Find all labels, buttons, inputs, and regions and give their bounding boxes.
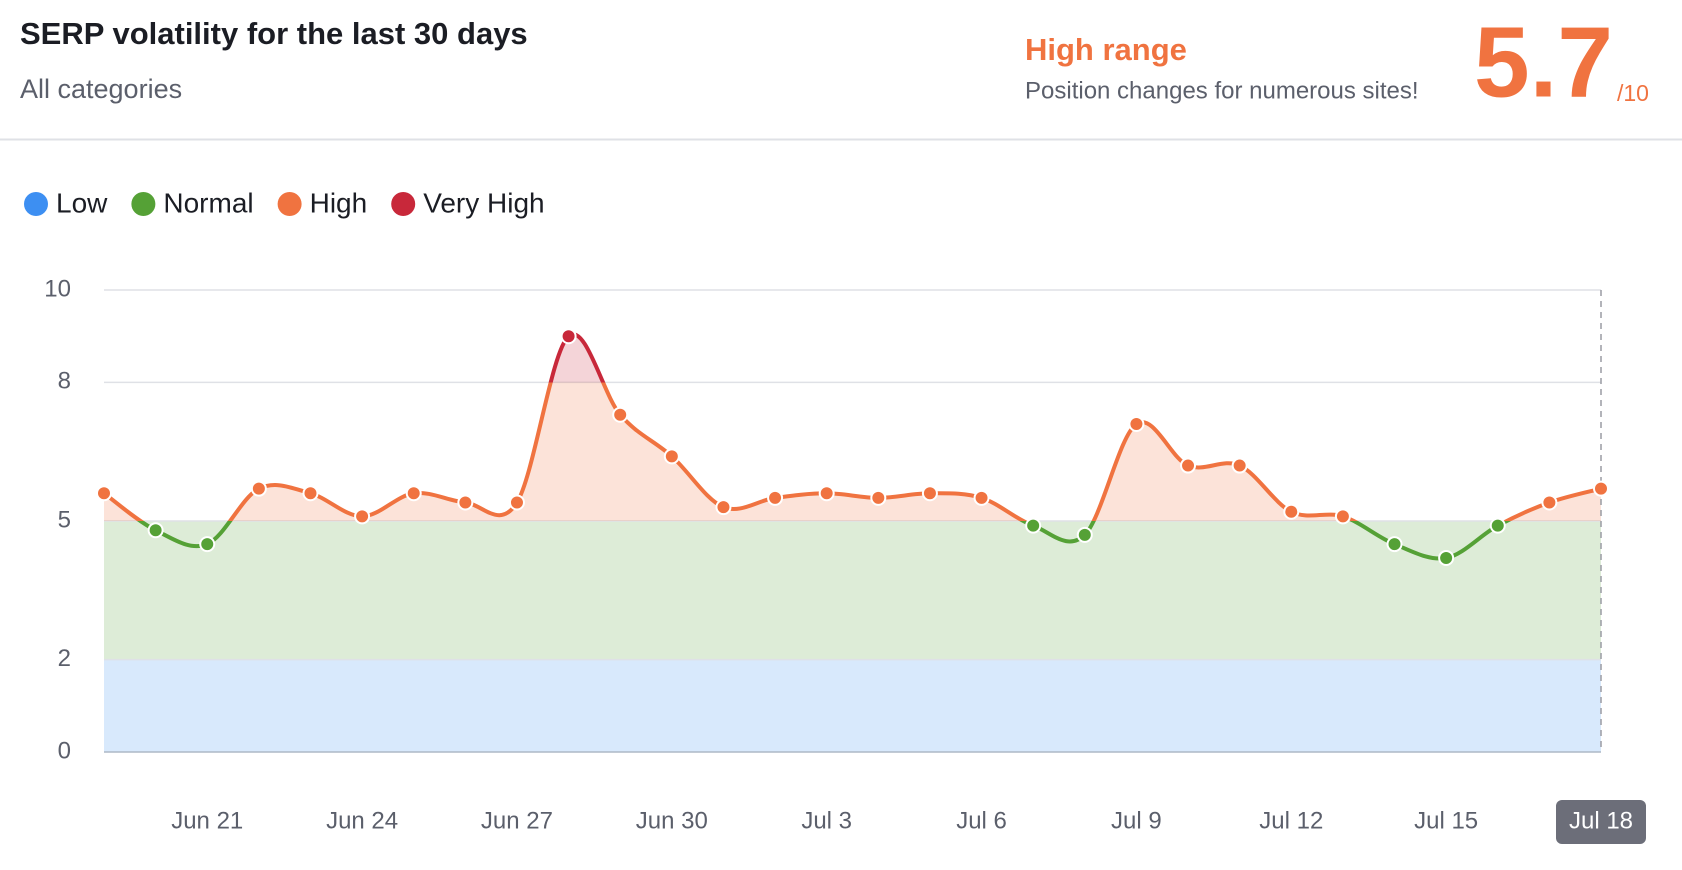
x-tick-label: Jul 9 (1111, 807, 1162, 834)
data-point (715, 499, 732, 516)
data-point (96, 485, 112, 502)
data-point (767, 489, 784, 506)
legend-label: High (310, 187, 368, 218)
range-description: Position changes for numerous sites! (1025, 77, 1419, 104)
data-point (1593, 480, 1609, 497)
data-point (663, 448, 680, 465)
data-point (147, 522, 164, 539)
data-point (457, 494, 474, 511)
legend-marker (24, 192, 48, 216)
x-tick-label: Jul 18 (1569, 807, 1633, 834)
legend-marker (391, 192, 416, 216)
legend-marker (131, 192, 156, 216)
x-tick-label: Jun 27 (481, 807, 553, 834)
y-tick-label: 5 (58, 506, 71, 533)
data-point (302, 485, 319, 502)
data-point (199, 536, 216, 553)
zone-band (104, 521, 1601, 660)
data-point (250, 480, 267, 497)
data-point (1283, 503, 1300, 520)
data-point (508, 494, 525, 511)
data-point (1180, 457, 1197, 474)
data-point (1489, 517, 1506, 534)
data-point (1541, 494, 1558, 511)
data-point (1128, 415, 1145, 432)
data-point (1025, 517, 1042, 534)
data-point (1231, 457, 1248, 474)
x-tick-label: Jun 24 (326, 807, 398, 834)
legend-label: Low (56, 187, 108, 218)
x-tick-label: Jul 12 (1259, 807, 1323, 834)
y-tick-label: 10 (44, 275, 71, 302)
data-point (921, 485, 938, 502)
data-point (973, 489, 990, 506)
legend-label: Very High (423, 187, 544, 218)
legend-marker (277, 192, 302, 216)
x-tick-label: Jul 6 (956, 807, 1007, 834)
current-day-badge (1556, 800, 1646, 844)
x-tick-label: Jun 30 (636, 807, 708, 834)
y-tick-label: 8 (58, 368, 71, 395)
y-tick-label: 0 (58, 737, 71, 764)
x-tick-label: Jul 15 (1414, 807, 1478, 834)
range-label: High range (1025, 32, 1187, 67)
data-point (1386, 536, 1403, 553)
data-point (1076, 526, 1093, 543)
data-point (405, 485, 422, 502)
data-point (1334, 508, 1351, 525)
data-point (560, 328, 577, 345)
y-tick-label: 2 (58, 645, 71, 672)
score: 5.7 (1474, 6, 1613, 118)
score-scale: /10 (1617, 80, 1649, 106)
x-tick-label: Jun 21 (171, 807, 243, 834)
data-point (612, 406, 629, 423)
legend-label: Normal (163, 187, 253, 218)
widget-title: SERP volatility for the last 30 days (20, 16, 528, 51)
data-point (870, 489, 887, 506)
widget-subtitle: All categories (20, 74, 182, 104)
zone-band (104, 659, 1601, 752)
data-point (818, 485, 835, 502)
data-point (354, 508, 371, 525)
x-tick-label: Jul 3 (801, 807, 852, 834)
area-above-normal (104, 334, 1601, 521)
data-point (1438, 549, 1455, 566)
